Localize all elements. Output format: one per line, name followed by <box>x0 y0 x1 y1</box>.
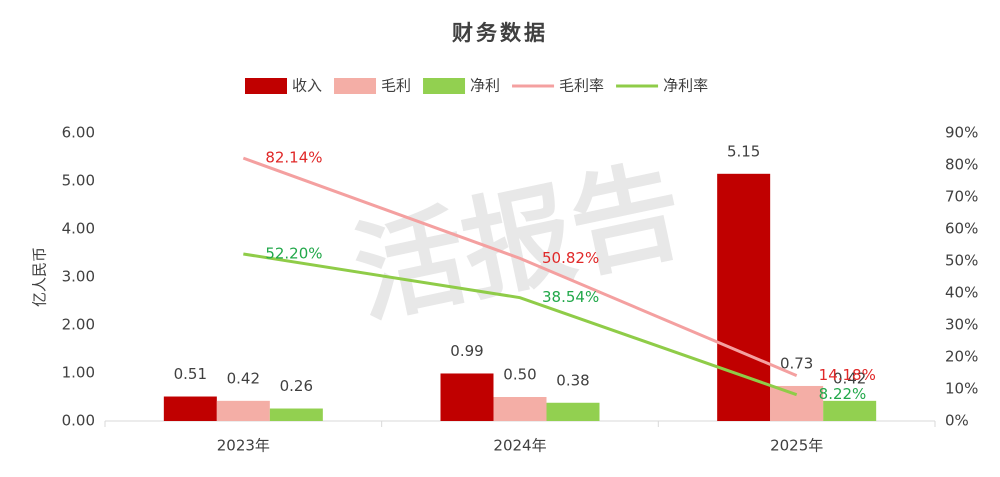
legend-swatch <box>423 78 466 94</box>
line-value-label: 38.54% <box>542 288 599 306</box>
bar-value-label: 0.26 <box>280 377 313 395</box>
y2-tick-label: 10% <box>945 380 978 398</box>
legend-label: 毛利 <box>381 77 411 95</box>
line-value-label: 14.18% <box>819 366 876 384</box>
bar <box>269 408 323 421</box>
line-value-label: 82.14% <box>265 149 322 167</box>
y2-tick-label: 60% <box>945 220 978 238</box>
x-tick-label: 2024年 <box>493 437 546 455</box>
line-value-label: 8.22% <box>819 385 867 403</box>
bar-value-label: 0.38 <box>556 371 589 389</box>
y2-tick-label: 20% <box>945 348 978 366</box>
y2-tick-label: 0% <box>945 412 969 430</box>
legend-label: 净利 <box>470 77 500 95</box>
line <box>243 252 798 397</box>
bar-value-label: 0.51 <box>174 365 207 383</box>
line <box>242 156 798 378</box>
legend-label: 净利率 <box>663 77 708 95</box>
bar <box>823 400 877 421</box>
y2-tick-label: 30% <box>945 316 978 334</box>
bar-value-label: 0.42 <box>227 369 260 387</box>
bar-value-label: 0.99 <box>450 342 483 360</box>
chart-title: 财务数据 <box>452 21 548 45</box>
y2-tick-label: 40% <box>945 284 978 302</box>
y-tick-label: 4.00 <box>62 220 95 238</box>
x-tick-label: 2025年 <box>770 437 823 455</box>
y-tick-label: 1.00 <box>62 364 95 382</box>
y2-tick-label: 90% <box>945 124 978 142</box>
bar <box>493 397 547 421</box>
bar-value-label: 0.50 <box>503 366 536 384</box>
bar <box>717 173 771 421</box>
y-tick-label: 0.00 <box>62 412 95 430</box>
legend-swatch <box>334 78 377 94</box>
y-tick-label: 3.00 <box>62 268 95 286</box>
bar <box>546 402 600 421</box>
x-tick-label: 2023年 <box>217 437 270 455</box>
bar <box>770 385 824 421</box>
bar <box>163 396 217 421</box>
y-tick-label: 6.00 <box>62 124 95 142</box>
y-tick-label: 5.00 <box>62 172 95 190</box>
y-axis-label: 亿人民币 <box>31 247 49 307</box>
y2-tick-label: 70% <box>945 188 978 206</box>
line-value-label: 50.82% <box>542 249 599 267</box>
legend-label: 收入 <box>292 77 322 95</box>
bar <box>216 400 270 421</box>
y2-tick-label: 80% <box>945 156 978 174</box>
y2-tick-label: 50% <box>945 252 978 270</box>
bar-value-label: 0.73 <box>780 354 813 372</box>
legend-label: 毛利率 <box>559 77 604 95</box>
bar <box>440 373 494 421</box>
y-tick-label: 2.00 <box>62 316 95 334</box>
legend-swatch <box>245 78 287 94</box>
bar-value-label: 5.15 <box>727 142 760 160</box>
line-value-label: 52.20% <box>265 244 322 262</box>
bar-value-label: 0.42 <box>833 369 866 387</box>
